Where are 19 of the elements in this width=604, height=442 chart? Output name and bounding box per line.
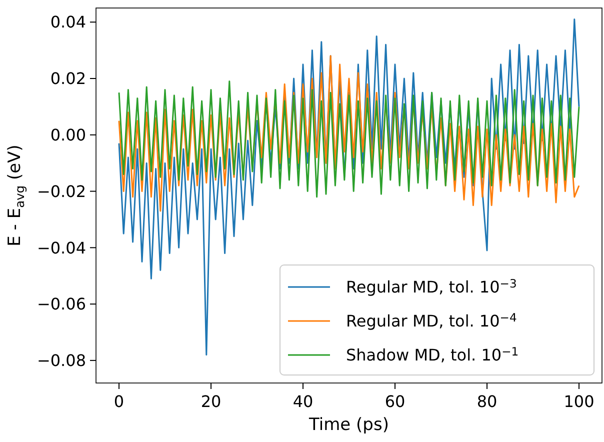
x-tick-label: 40 [292, 392, 314, 411]
x-tick-label: 100 [564, 392, 594, 411]
y-tick-label: 0.00 [50, 125, 86, 144]
y-tick-label: 0.04 [50, 12, 86, 32]
y-tick-label: −0.06 [36, 294, 86, 314]
x-axis-title: Time (ps) [308, 415, 389, 435]
line-series [118, 55, 580, 212]
x-tick-label: 80 [476, 392, 498, 411]
legend-label: Shadow MD, tol. 10$^{−1}$ [346, 344, 519, 365]
x-tick-label: 60 [384, 392, 406, 411]
y-tick-label: −0.08 [36, 351, 86, 370]
x-tick-label: 0 [114, 392, 124, 411]
line-series [118, 80, 580, 198]
y-tick-label: 0.02 [50, 69, 86, 88]
x-tick-label: 20 [200, 392, 222, 411]
legend-label: Regular MD, tol. 10$^{−3}$ [346, 276, 517, 297]
legend-label: Regular MD, tol. 10$^{−4}$ [346, 310, 517, 331]
y-tick-label: −0.02 [36, 182, 86, 201]
y-tick-label: −0.04 [36, 238, 86, 258]
